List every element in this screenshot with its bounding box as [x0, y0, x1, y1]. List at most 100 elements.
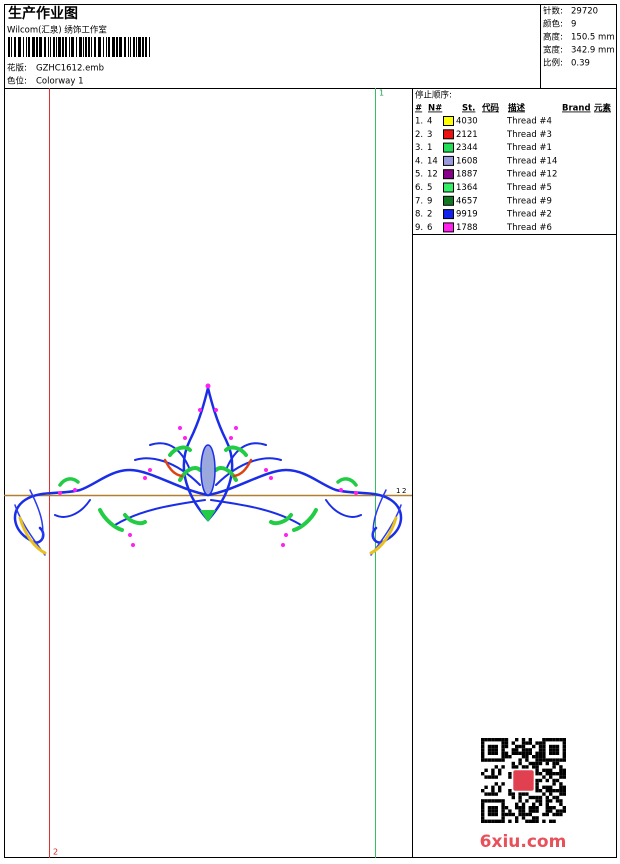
- stroke: [54, 499, 206, 526]
- qr-cell: [511, 812, 515, 817]
- qr-cell: [552, 761, 556, 766]
- qr-cell: [501, 782, 505, 786]
- qr-cell: [521, 738, 526, 742]
- qr-cell: [521, 765, 526, 769]
- needle: 12: [427, 170, 438, 180]
- qr-cell: [481, 816, 485, 820]
- bar: [136, 37, 137, 57]
- qr-cell: [494, 748, 498, 752]
- qr-cell: [525, 799, 529, 803]
- qr-cell: [511, 748, 515, 752]
- bar: [11, 37, 12, 57]
- qr-cell: [487, 775, 492, 779]
- row-number: 9.: [415, 223, 423, 233]
- qr-cell: [508, 812, 512, 817]
- qr-cell: [559, 768, 563, 772]
- design-half: [13, 386, 210, 556]
- qr-cell: [559, 765, 563, 769]
- qr-cell: [511, 741, 515, 745]
- bar: [106, 37, 107, 57]
- qr-cell: [535, 782, 539, 786]
- qr-cell: [545, 799, 549, 803]
- bar: [138, 37, 141, 57]
- qr-cell: [525, 792, 529, 796]
- swatch: [443, 155, 454, 166]
- qr-cell: [552, 806, 556, 810]
- qr-cell: [494, 812, 498, 817]
- qr-cell: [508, 789, 512, 793]
- qr-cell: [532, 755, 536, 759]
- qr-cell: [481, 751, 485, 755]
- qr-cell: [528, 819, 532, 823]
- bar: [53, 37, 55, 57]
- qr-cell: [481, 806, 485, 810]
- bar: [56, 37, 57, 57]
- leaf: [163, 458, 184, 478]
- dot: [131, 543, 135, 547]
- qr-cell: [562, 789, 566, 793]
- qr-cell: [521, 806, 526, 810]
- swatch: [443, 116, 454, 126]
- qr-cell: [538, 799, 543, 803]
- bar: [50, 37, 51, 57]
- swatch: [443, 169, 454, 180]
- qr-cell: [494, 806, 498, 810]
- qr-cell: [491, 806, 495, 810]
- qr-cell: [545, 738, 549, 742]
- row-number: 4.: [415, 156, 423, 166]
- qr-cell: [542, 758, 546, 762]
- qr-cell: [521, 755, 526, 759]
- qr-cell: [481, 772, 485, 776]
- bar: [149, 37, 150, 57]
- qr-cell: [501, 799, 505, 803]
- qr-cell: [501, 806, 505, 810]
- qr-cell: [549, 809, 553, 813]
- qr-cell: [511, 792, 515, 796]
- qr-cell: [542, 812, 546, 817]
- column-header: St.: [462, 104, 475, 114]
- qr-cell: [504, 738, 509, 742]
- swatch: [443, 129, 454, 140]
- qr-cell: [518, 812, 522, 817]
- row-number: 3.: [415, 143, 423, 153]
- qr-cell: [552, 778, 556, 783]
- needle: 5: [427, 183, 432, 193]
- stat-label: 宽度:: [543, 45, 563, 56]
- qr-cell: [535, 809, 539, 813]
- qr-cell: [504, 751, 509, 755]
- qr-cell: [542, 785, 546, 789]
- column-header: Brand: [562, 104, 591, 114]
- qr-cell: [555, 744, 560, 749]
- qr-cell: [559, 772, 563, 776]
- bar: [130, 37, 131, 57]
- marker: 2: [402, 487, 406, 495]
- qr-cell: [532, 761, 536, 766]
- qr-cell: [487, 738, 492, 742]
- qr-cell: [549, 792, 553, 796]
- qr-cell: [538, 748, 543, 752]
- qr-cell: [501, 744, 505, 749]
- qr-cell: [545, 778, 549, 783]
- bar: [112, 37, 115, 57]
- qr-cell: [559, 775, 563, 779]
- qr-cell: [538, 795, 543, 800]
- barcode: [8, 37, 150, 57]
- qr-cell: [515, 806, 519, 810]
- qr-cell: [521, 816, 526, 820]
- qr-cell: [562, 768, 566, 772]
- qr-cell: [491, 785, 495, 789]
- qr-cell: [491, 758, 495, 762]
- description: Thread #9: [506, 196, 552, 206]
- row-number: 1.: [415, 117, 423, 127]
- qr-cell: [559, 785, 563, 789]
- qr-cell: [521, 792, 526, 796]
- qr-cell: [555, 778, 560, 783]
- bar: [142, 37, 144, 57]
- qr-cell: [528, 748, 532, 752]
- qr-cell: [532, 809, 536, 813]
- marker: 2: [53, 848, 58, 857]
- watermark: 6xiu.com: [480, 832, 567, 852]
- qr-cell: [562, 755, 566, 759]
- bar: [39, 37, 42, 57]
- qr-cell: [538, 755, 543, 759]
